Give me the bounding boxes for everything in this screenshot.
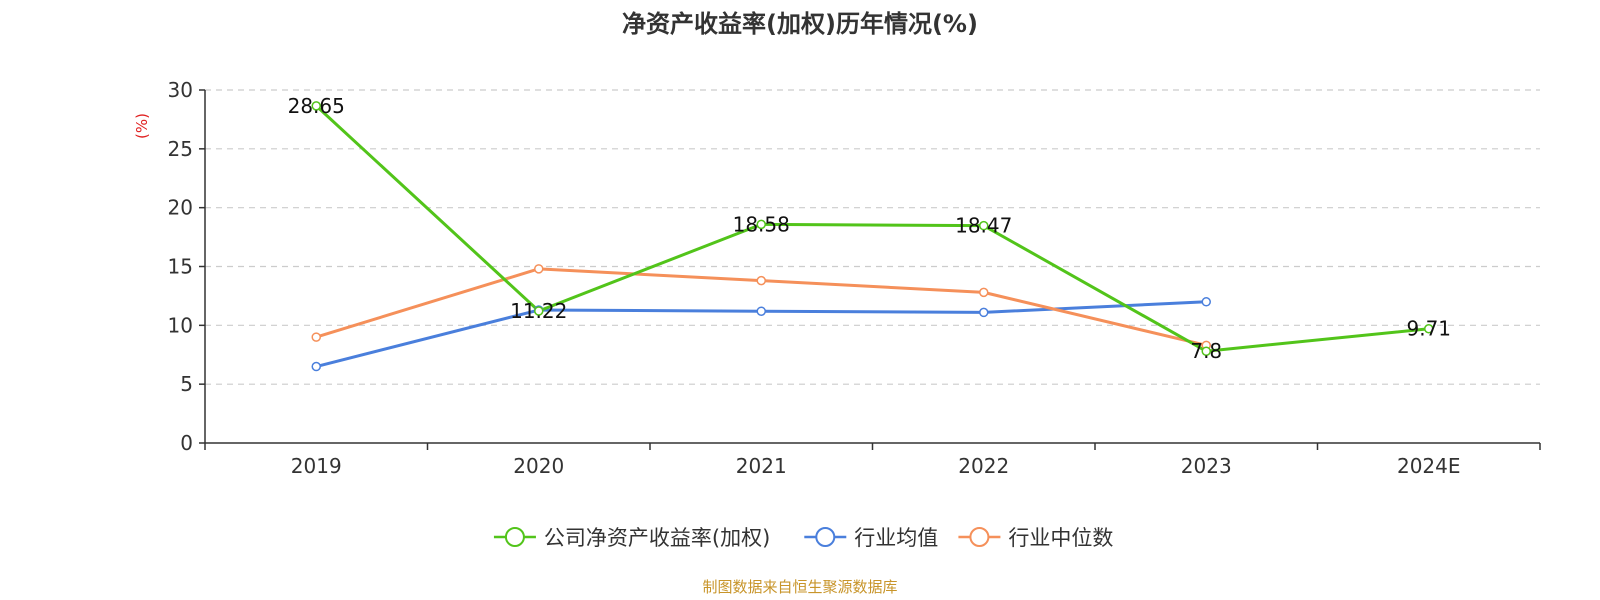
y-axis-label: (%) [133,113,151,139]
legend-marker-2 [969,527,990,547]
x-tick-label-2022: 2022 [958,454,1009,478]
legend-label-2: 行业中位数 [1008,526,1113,550]
series-1-point-2021[interactable] [756,306,766,316]
series-2-point-2020[interactable] [534,264,544,274]
series-line-0 [315,104,1429,353]
series-0-point-2022[interactable] [979,220,989,231]
legend-label-1: 行业均值 [854,526,938,550]
data-labels: 28.65 11.22 18.58 18.47 7.8 9.71 [288,94,1451,363]
legend-item-2[interactable]: 行业中位数 [958,526,1113,550]
series-0-point-2019[interactable] [311,101,321,111]
y-tick-label-25: 25 [168,137,193,161]
legend-marker-0 [504,527,525,547]
x-tick-label-2020: 2020 [513,454,564,478]
y-tick-label-10: 10 [168,313,193,337]
data-label-2019: 28.65 [288,94,345,118]
y-tick-label-30: 30 [168,78,193,102]
x-tick-label-2024E: 2024E [1397,454,1461,478]
legend-item-1[interactable]: 行业均值 [804,526,938,550]
series-2-point-2022[interactable] [979,287,989,298]
series-0-point-2021[interactable] [756,219,766,230]
data-label-2021: 18.58 [733,212,790,236]
chart-title: 净资产收益率(加权)历年情况(%) [622,10,978,38]
y-tick-label-0: 0 [180,431,193,455]
data-label-2024E: 9.71 [1406,317,1451,341]
series-0-point-2024E[interactable] [1424,323,1434,334]
y-tick-label-15: 15 [168,255,193,279]
y-tick-label-5: 5 [180,372,193,396]
series-points [311,101,1434,372]
legend-marker-1 [815,527,836,547]
series-1-point-2019[interactable] [311,361,321,372]
legend[interactable]: 公司净资产收益率(加权) 行业均值 行业中位数 [493,526,1113,550]
series-0-point-2020[interactable] [534,306,544,316]
series-lines [315,104,1429,368]
series-1-point-2022[interactable] [979,307,989,318]
data-label-2023: 7.8 [1190,339,1222,363]
data-label-2022: 18.47 [955,214,1012,238]
data-label-2020: 11.22 [510,299,567,323]
x-tick-label-2019: 2019 [291,454,342,478]
source-note: 制图数据来自恒生聚源数据库 [702,578,897,596]
legend-label-0: 公司净资产收益率(加权) [544,526,770,550]
series-1-point-2023[interactable] [1201,297,1211,307]
x-tick-label-2023: 2023 [1181,454,1232,478]
grid-lines [205,89,1540,385]
series-2-point-2021[interactable] [756,275,766,286]
x-axis: 2019 2020 2021 2022 2023 2024E [204,442,1541,478]
legend-item-0[interactable]: 公司净资产收益率(加权) [493,526,770,550]
y-axis: 0 5 10 15 20 25 30 [168,78,206,455]
y-tick-label-20: 20 [168,196,193,220]
series-0-point-2023[interactable] [1201,346,1211,356]
x-tick-label-2021: 2021 [736,454,787,478]
series-2-point-2019[interactable] [311,332,321,342]
